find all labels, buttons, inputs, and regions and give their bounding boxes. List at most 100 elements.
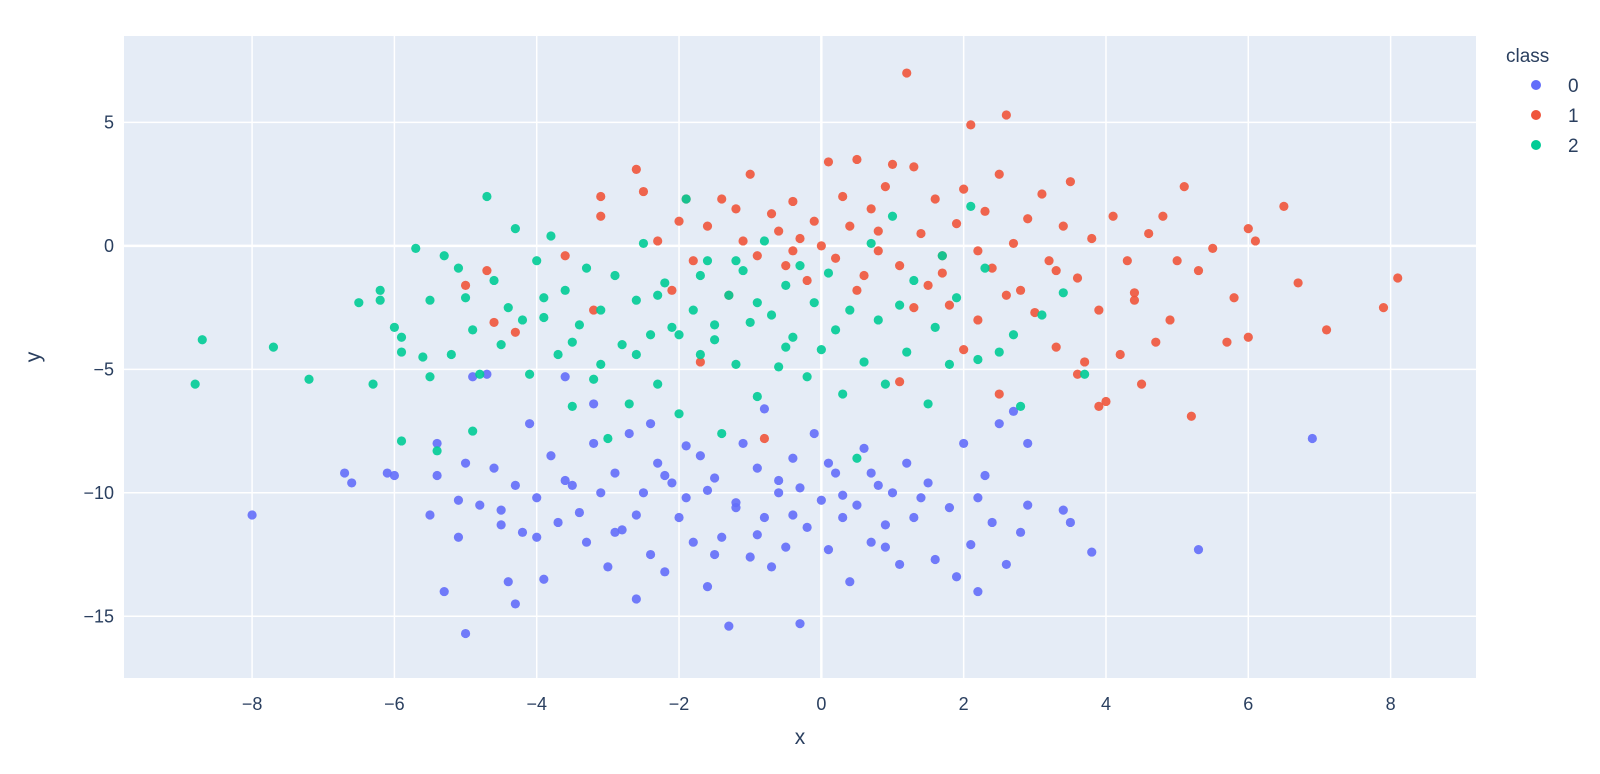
- data-point: [460, 458, 471, 468]
- data-point: [617, 525, 627, 535]
- data-point: [987, 263, 997, 273]
- x-tick-label: −8: [242, 694, 263, 714]
- data-point: [816, 495, 826, 505]
- legend-marker: [1531, 110, 1541, 120]
- data-point: [688, 537, 698, 547]
- data-point: [681, 194, 691, 204]
- data-point: [432, 438, 442, 449]
- data-point: [631, 295, 641, 305]
- data-point: [510, 480, 520, 490]
- data-point: [1151, 337, 1161, 347]
- data-point: [1008, 330, 1019, 340]
- data-point: [823, 458, 834, 468]
- data-point: [916, 493, 926, 503]
- y-tick-label: −5: [93, 359, 114, 379]
- data-point: [517, 527, 528, 537]
- data-point: [1193, 545, 1204, 555]
- data-point: [453, 263, 464, 273]
- data-point: [560, 372, 570, 382]
- data-point: [738, 265, 748, 276]
- data-point: [745, 552, 755, 562]
- x-axis-ticks: −8 −6 −4 −2 0 2 4 6 8: [242, 694, 1396, 714]
- data-point: [944, 359, 955, 370]
- data-point: [482, 191, 492, 202]
- data-point: [731, 359, 741, 370]
- data-point: [994, 347, 1004, 357]
- data-point: [959, 438, 969, 449]
- data-point: [710, 473, 720, 483]
- data-point: [916, 228, 926, 239]
- data-point: [1108, 211, 1118, 221]
- data-point: [973, 586, 983, 597]
- data-point: [966, 120, 976, 130]
- data-point: [710, 320, 720, 330]
- data-point: [909, 162, 919, 172]
- data-point: [1072, 273, 1083, 283]
- data-point: [603, 433, 613, 444]
- data-point: [702, 256, 713, 266]
- data-point: [830, 253, 841, 263]
- data-point: [781, 261, 791, 271]
- data-point: [667, 285, 677, 295]
- data-point: [517, 315, 528, 325]
- data-point: [1243, 224, 1253, 234]
- data-point: [1080, 369, 1090, 379]
- data-point: [560, 475, 570, 486]
- data-point: [1051, 265, 1061, 276]
- data-point: [1229, 293, 1239, 303]
- legend-label: 1: [1568, 106, 1579, 127]
- data-point: [1179, 182, 1189, 192]
- data-point: [1023, 214, 1033, 224]
- data-point: [688, 256, 698, 266]
- data-point: [653, 379, 663, 389]
- data-point: [638, 488, 649, 498]
- data-point: [1250, 236, 1261, 246]
- data-point: [1279, 201, 1289, 211]
- data-point: [887, 159, 898, 169]
- data-point: [1037, 310, 1047, 320]
- data-point: [1001, 559, 1011, 570]
- legend: class 0 1 2: [1506, 46, 1579, 157]
- data-point: [624, 428, 634, 439]
- data-point: [503, 303, 513, 313]
- data-point: [581, 263, 592, 273]
- data-point: [1058, 288, 1068, 298]
- data-point: [475, 500, 485, 510]
- data-point: [738, 236, 748, 246]
- data-point: [930, 322, 940, 332]
- data-point: [880, 379, 890, 389]
- legend-item-1[interactable]: 1: [1531, 106, 1579, 127]
- data-point: [396, 347, 407, 357]
- data-point: [510, 224, 520, 234]
- data-point: [880, 182, 890, 192]
- data-point: [695, 270, 705, 281]
- data-point: [389, 322, 399, 332]
- data-point: [766, 310, 777, 320]
- data-point: [667, 322, 677, 332]
- data-point: [681, 493, 691, 503]
- data-point: [788, 332, 798, 342]
- data-point: [496, 520, 506, 530]
- data-point: [638, 186, 649, 197]
- legend-item-0[interactable]: 0: [1531, 76, 1579, 97]
- data-point: [375, 285, 385, 295]
- x-tick-label: −4: [526, 694, 547, 714]
- data-point: [973, 354, 983, 365]
- data-point: [1001, 290, 1011, 300]
- data-point: [197, 335, 207, 345]
- data-point: [923, 280, 933, 290]
- data-point: [1030, 307, 1040, 318]
- data-point: [795, 483, 805, 493]
- data-point: [482, 265, 492, 276]
- data-point: [1378, 303, 1389, 313]
- data-point: [823, 268, 834, 278]
- data-point: [809, 216, 819, 226]
- data-point: [446, 349, 456, 360]
- data-point: [866, 238, 876, 249]
- data-point: [1243, 332, 1253, 342]
- legend-item-2[interactable]: 2: [1531, 136, 1579, 157]
- data-point: [1051, 342, 1061, 352]
- data-point: [1065, 177, 1075, 187]
- data-point: [354, 298, 364, 308]
- data-point: [823, 157, 834, 167]
